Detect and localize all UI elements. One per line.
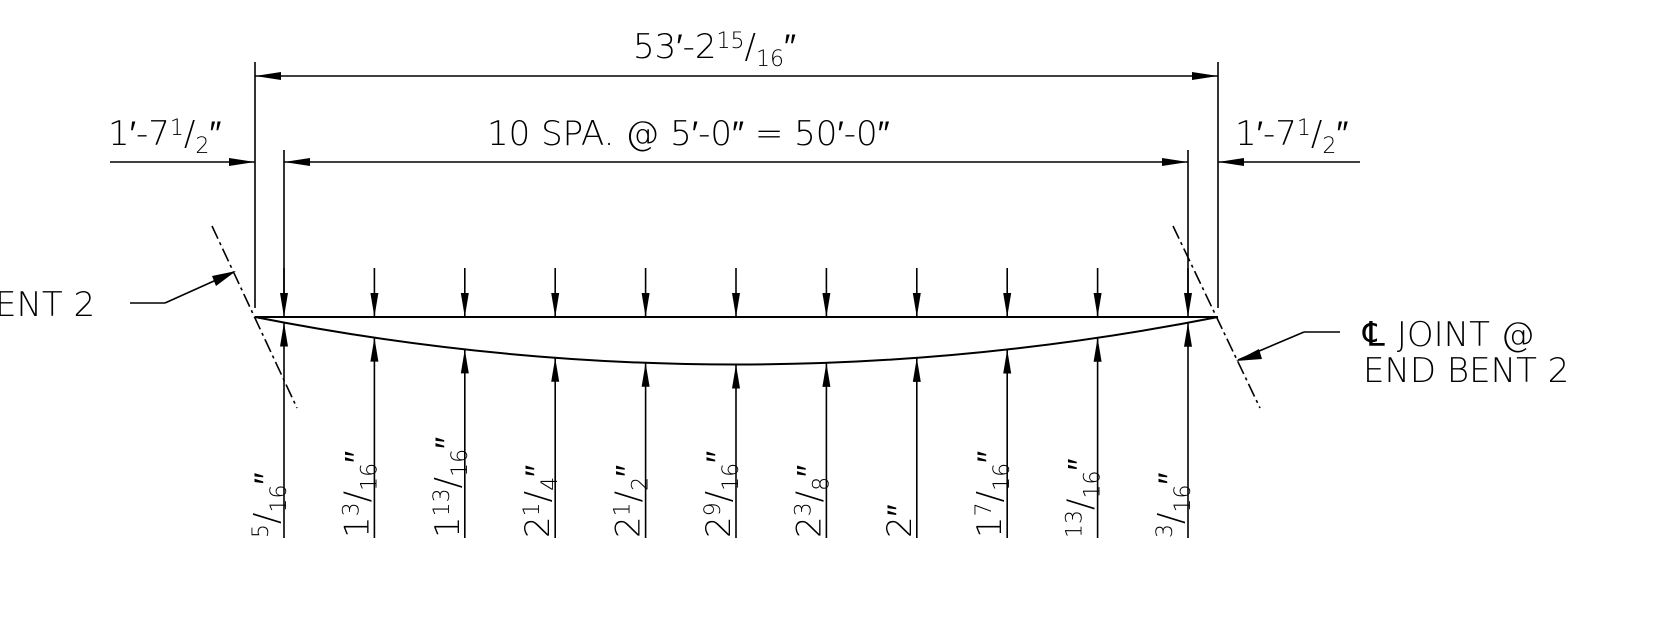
- ordinate-7: 23/8″: [789, 268, 834, 538]
- ordinate-label: 21/2″: [609, 465, 654, 538]
- ordinate-8: 2″: [880, 268, 921, 538]
- ordinate-label: 2″: [880, 504, 920, 538]
- ordinate-label: 13/16″: [1061, 458, 1106, 538]
- ordinate-5: 21/2″: [609, 268, 654, 538]
- ordinate-label: 17/16″: [970, 451, 1015, 538]
- ordinate-2: 13/16″: [337, 268, 382, 538]
- left-callout-label: ENT 2: [0, 285, 95, 325]
- ordinate-label: 3/16″: [1151, 472, 1196, 538]
- camber-curve: [254, 316, 1219, 366]
- left-callout: ENT 2: [0, 271, 236, 325]
- ordinate-label: 113/16″: [428, 437, 473, 538]
- overall-dimension-label: 53′-215/16″: [633, 27, 796, 72]
- ordinate-9: 17/16″: [970, 268, 1015, 538]
- ordinate-3: 113/16″: [428, 268, 473, 538]
- ordinate-10: 13/16″: [1061, 268, 1106, 538]
- ordinate-label: 29/16″: [699, 451, 744, 538]
- ordinate-6: 29/16″: [699, 268, 744, 538]
- ordinate-label: 13/16″: [337, 451, 382, 538]
- camber-ordinates: 5/16″ 13/16″ 113/16″ 21/4″ 21/2″ 29/16″ 23/8″ 2…: [247, 268, 1196, 538]
- ordinate-1: 5/16″: [247, 268, 292, 538]
- right-callout: ℄ JOINT @ END BENT 2: [1236, 315, 1569, 391]
- ordinate-label: 21/4″: [518, 465, 563, 538]
- ordinate-11: 3/16″: [1151, 268, 1196, 538]
- right-callout-line2: END BENT 2: [1363, 351, 1569, 391]
- ordinate-label: 23/8″: [789, 465, 834, 538]
- ordinate-label: 5/16″: [247, 472, 292, 538]
- left-offset-label: 1′-71/2″: [108, 114, 221, 159]
- spacing-dimension: 10 SPA. @ 5′-0″ = 50′-0″ 1′-71/2″ 1′-71/…: [108, 114, 1360, 300]
- left-skew-centerline: [211, 225, 298, 409]
- right-callout-line1: ℄ JOINT @: [1362, 315, 1535, 355]
- right-offset-label: 1′-71/2″: [1235, 114, 1348, 159]
- ordinate-4: 21/4″: [518, 268, 563, 538]
- right-skew-centerline: [1172, 225, 1261, 409]
- overall-dimension: 53′-215/16″: [254, 27, 1219, 308]
- spacing-label: 10 SPA. @ 5′-0″ = 50′-0″: [487, 114, 890, 154]
